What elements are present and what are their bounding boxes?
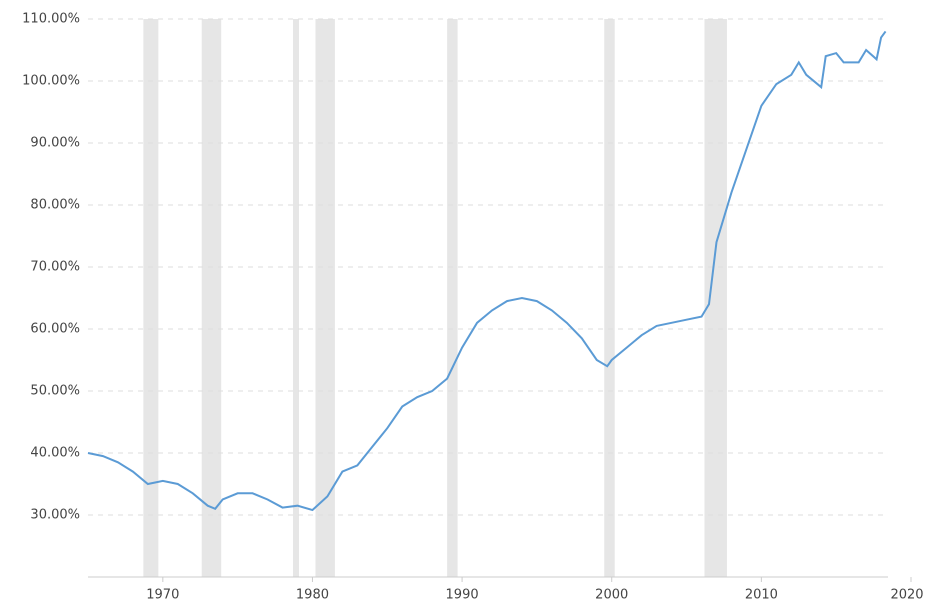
recession-band [143, 19, 159, 577]
recession-band [604, 19, 615, 577]
recession-band [447, 19, 458, 577]
x-tick-label: 2010 [745, 588, 778, 603]
x-tick-label: 2020 [890, 588, 923, 603]
recession-band [293, 19, 299, 577]
y-tick-label: 100.00% [22, 74, 80, 89]
y-tick-label: 40.00% [30, 446, 80, 461]
y-tick-label: 80.00% [30, 198, 80, 213]
x-tick-label: 1980 [296, 588, 329, 603]
y-tick-label: 50.00% [30, 384, 80, 399]
x-tick-label: 1990 [446, 588, 479, 603]
recession-band [201, 19, 222, 577]
y-tick-label: 30.00% [30, 508, 80, 523]
recession-band [704, 19, 727, 577]
y-tick-label: 60.00% [30, 322, 80, 337]
y-tick-label: 70.00% [30, 260, 80, 275]
data-line [87, 30, 887, 512]
x-tick-label: 1970 [146, 588, 179, 603]
x-tick-label: 2000 [595, 588, 628, 603]
y-tick-label: 90.00% [30, 136, 80, 151]
recession-band [315, 19, 335, 577]
y-tick-label: 110.00% [22, 12, 80, 27]
